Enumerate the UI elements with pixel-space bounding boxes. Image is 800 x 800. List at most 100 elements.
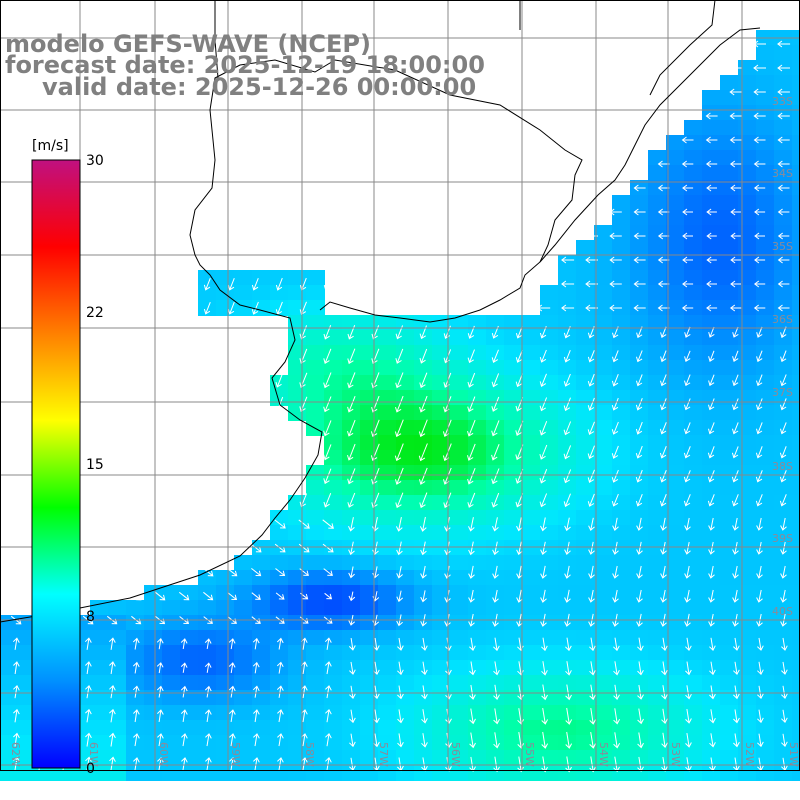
- speed-cell: [180, 765, 199, 781]
- speed-cell: [756, 555, 775, 571]
- speed-cell: [396, 675, 415, 691]
- wind-arrow: [684, 350, 691, 362]
- speed-cell: [450, 480, 469, 496]
- speed-cell: [216, 570, 235, 586]
- wind-arrow: [13, 661, 20, 675]
- wind-arrow: [13, 684, 20, 699]
- speed-cell: [522, 720, 541, 736]
- wind-arrow: [708, 541, 715, 555]
- speed-cell: [738, 630, 757, 646]
- speed-cell: [648, 210, 667, 226]
- wind-arrow: [635, 494, 643, 507]
- speed-cell: [666, 285, 685, 301]
- wind-arrow: [323, 493, 332, 508]
- wind-arrow: [611, 493, 619, 507]
- wind-arrow: [706, 256, 717, 264]
- speed-cell: [720, 675, 739, 691]
- wind-arrow: [202, 567, 214, 577]
- speed-cell: [792, 300, 800, 316]
- speed-cell: [540, 420, 559, 436]
- speed-cell: [774, 360, 793, 376]
- wind-arrow: [682, 184, 694, 192]
- wind-arrow: [561, 304, 575, 312]
- speed-cell: [576, 615, 595, 631]
- wind-arrow: [709, 685, 716, 700]
- speed-cell: [666, 750, 685, 766]
- speed-cell: [594, 405, 613, 421]
- speed-cell: [558, 450, 577, 466]
- speed-cell: [486, 765, 505, 781]
- speed-cell: [396, 390, 415, 406]
- speed-cell: [252, 690, 271, 706]
- speed-cell: [720, 585, 739, 601]
- speed-cell: [234, 555, 253, 571]
- speed-cell: [252, 555, 271, 571]
- speed-cell: [450, 570, 469, 586]
- speed-cell: [288, 600, 307, 616]
- speed-cell: [216, 585, 235, 601]
- speed-cell: [738, 645, 757, 661]
- speed-cell: [522, 615, 541, 631]
- speed-cell: [306, 645, 325, 661]
- wind-arrow: [156, 685, 164, 698]
- wind-arrow: [349, 709, 356, 724]
- speed-cell: [792, 45, 800, 61]
- wind-arrow: [491, 420, 500, 437]
- wind-arrow: [85, 756, 92, 771]
- wind-arrow: [635, 469, 643, 483]
- speed-cell: [666, 150, 685, 166]
- speed-cell: [576, 255, 595, 271]
- speed-cell: [486, 435, 505, 451]
- speed-cell: [342, 645, 361, 661]
- speed-cell: [792, 465, 800, 481]
- wind-arrow: [754, 256, 766, 264]
- speed-cell: [774, 90, 793, 106]
- speed-cell: [792, 540, 800, 556]
- speed-cell: [162, 630, 181, 646]
- wind-arrow: [733, 733, 740, 748]
- wind-arrow: [372, 541, 379, 556]
- speed-cell: [576, 675, 595, 691]
- speed-cell: [324, 510, 343, 526]
- speed-cell: [234, 645, 253, 661]
- speed-cell: [648, 240, 667, 256]
- speed-cell: [198, 285, 217, 301]
- speed-cell: [378, 315, 397, 331]
- speed-cell: [504, 345, 523, 361]
- speed-cell: [720, 510, 739, 526]
- speed-cell: [738, 405, 757, 421]
- speed-cell: [594, 720, 613, 736]
- speed-cell: [414, 555, 433, 571]
- speed-cell: [666, 360, 685, 376]
- speed-cell: [630, 555, 649, 571]
- speed-cell: [756, 675, 775, 691]
- wind-arrow: [467, 468, 476, 485]
- speed-cell: [162, 720, 181, 736]
- wind-arrow: [781, 637, 788, 651]
- speed-cell: [648, 270, 667, 286]
- speed-cell: [270, 285, 289, 301]
- speed-cell: [324, 420, 343, 436]
- wind-arrow: [753, 160, 766, 168]
- speed-cell: [612, 285, 631, 301]
- wind-arrow: [226, 567, 238, 577]
- speed-cell: [216, 690, 235, 706]
- speed-cell: [504, 675, 523, 691]
- speed-cell: [630, 720, 649, 736]
- speed-cell: [432, 735, 451, 751]
- wind-arrow: [779, 494, 787, 507]
- wind-arrow: [730, 184, 741, 192]
- wind-arrow: [660, 350, 667, 363]
- speed-cell: [468, 435, 487, 451]
- wind-arrow: [203, 302, 211, 315]
- wind-arrow: [347, 468, 356, 485]
- speed-cell: [486, 720, 505, 736]
- lon-label: 60W: [157, 742, 170, 767]
- wind-arrow: [540, 589, 547, 603]
- wind-arrow: [705, 112, 718, 120]
- speed-cell: [774, 765, 793, 781]
- wind-arrow: [587, 373, 595, 387]
- speed-cell: [324, 615, 343, 631]
- speed-cell: [558, 735, 577, 751]
- speed-cell: [486, 405, 505, 421]
